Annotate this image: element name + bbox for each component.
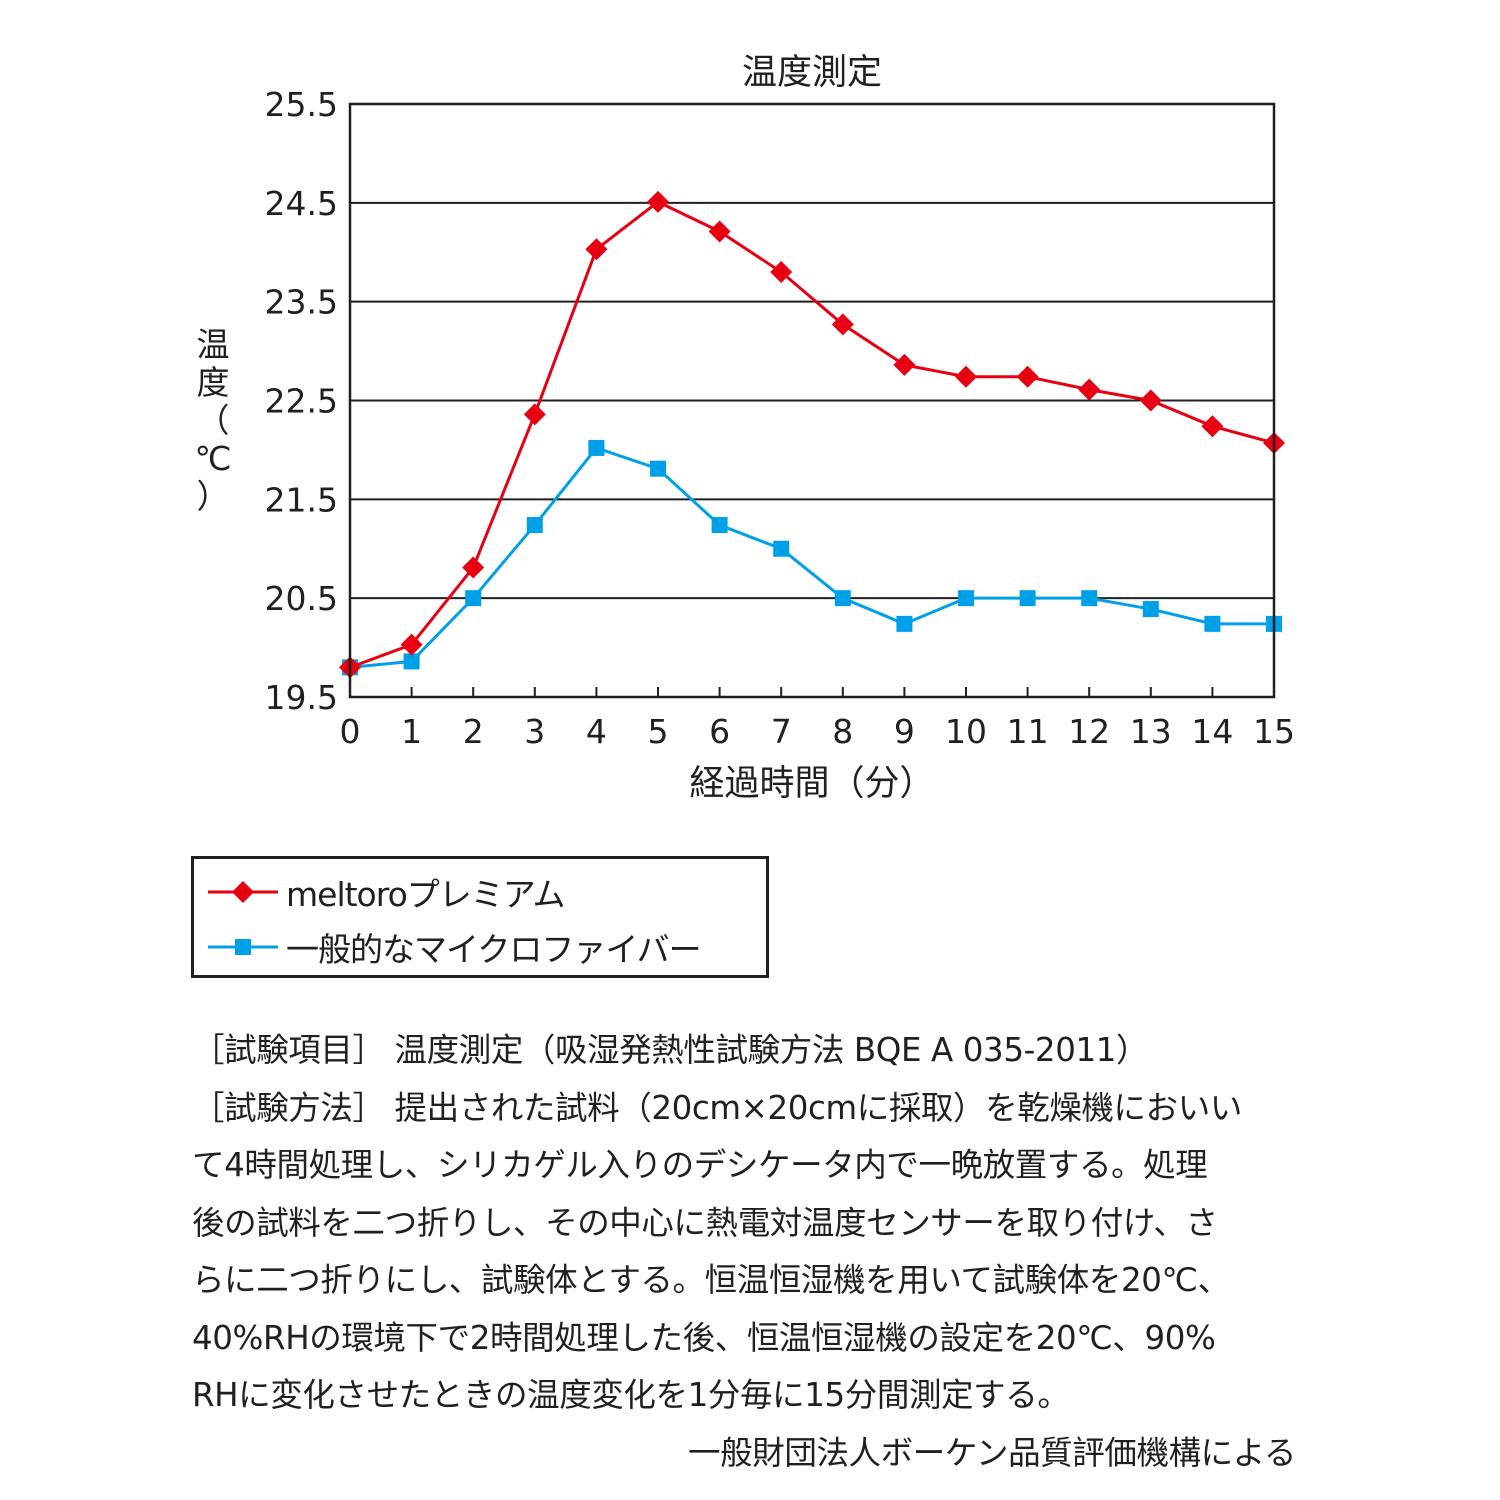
legend-label-microfiber: 一般的なマイクロファイバー: [286, 930, 702, 969]
x-tick-label: 7: [771, 712, 792, 751]
data-point-diamond: [831, 313, 854, 336]
x-tick-label: 3: [524, 712, 545, 751]
x-tick-label: 4: [586, 712, 607, 751]
x-tick-label: 5: [648, 712, 669, 751]
data-point-square: [773, 540, 790, 557]
series-line: [349, 200, 1275, 669]
y-tick-label: 25.5: [265, 85, 338, 124]
y-tick-label: 22.5: [265, 382, 338, 421]
data-point-diamond: [462, 556, 485, 579]
data-point-square: [403, 653, 420, 670]
x-tick-label: 12: [1068, 712, 1110, 751]
credit-line: 一般財団法人ボーケン品質評価機構による: [688, 1433, 1296, 1472]
data-point-diamond: [955, 365, 977, 388]
data-point-square: [1019, 590, 1036, 607]
data-point-square: [1081, 590, 1098, 607]
y-tick-label: 24.5: [265, 184, 338, 223]
data-point-diamond: [1201, 415, 1224, 438]
data-point-square: [958, 590, 974, 607]
test-notes: ［試験項目］ 温度測定（吸湿発熱性試験方法 BQE A 035-2011） ［試…: [192, 1022, 1304, 1482]
data-point-diamond: [585, 238, 608, 261]
legend: meltoroプレミアム 一般的なマイクロファイバー: [191, 856, 769, 978]
chart-title: 温度測定: [742, 53, 882, 93]
data-point-diamond: [1078, 378, 1101, 401]
x-tick-label: 15: [1253, 712, 1295, 751]
data-point-square: [1204, 615, 1221, 632]
x-tick-label: 6: [709, 712, 730, 751]
y-tick-label: 20.5: [265, 579, 338, 618]
note-line: 後の試料を二つ折りし、その中心に熱電対温度センサーを取り付け、さ: [192, 1203, 1218, 1242]
note-line: て4時間処理し、シリカゲル入りのデシケータ内で一晩放置する。処理: [192, 1146, 1208, 1184]
y-axis-label: 温度（℃）: [194, 325, 231, 516]
data-point-diamond: [647, 190, 669, 213]
data-point-square: [465, 590, 482, 607]
x-axis-ticks: 0 1 2 3 4 5 6 7 8 9 10 11 12 13 14 15: [340, 687, 1295, 751]
data-point-square: [1142, 601, 1159, 618]
y-axis-label-char: 温: [197, 325, 230, 364]
data-point-diamond: [893, 353, 916, 376]
data-point-square: [834, 590, 851, 607]
data-point-diamond: [400, 633, 423, 656]
data-point-diamond: [1139, 389, 1162, 412]
grid-lines: [350, 201, 1274, 600]
x-tick-label: 10: [945, 712, 987, 751]
data-point-square: [650, 460, 666, 477]
x-tick-label: 1: [401, 712, 422, 751]
x-tick-label: 9: [894, 712, 915, 751]
red-diamond-marker-icon: [208, 881, 278, 903]
x-tick-label: 11: [1007, 712, 1049, 751]
legend-item-meltoro: meltoroプレミアム: [208, 867, 565, 917]
blue-square-marker-icon: [208, 939, 278, 955]
x-tick-label: 13: [1130, 712, 1172, 751]
series-line: [349, 446, 1274, 669]
y-axis-label-char: （: [197, 401, 230, 440]
x-tick-label: 2: [463, 712, 484, 751]
y-tick-label: 19.5: [265, 678, 338, 717]
data-point-square: [711, 517, 728, 534]
x-axis-label: 経過時間（分）: [689, 764, 934, 804]
y-axis-label-char: ℃: [194, 439, 231, 478]
y-axis-ticks: 19.5 20.5 21.5 22.5 23.5 24.5 25.5: [265, 85, 338, 717]
y-axis-label-char: 度: [197, 363, 230, 402]
y-axis-label-char: ）: [197, 477, 230, 516]
note-line: RHに変化させたときの温度変化を1分毎に15分間測定する。: [192, 1376, 1070, 1414]
data-point-diamond: [1016, 365, 1039, 388]
x-tick-label: 8: [832, 712, 853, 751]
data-point-diamond: [708, 220, 731, 243]
note-line: 40%RHの環境下で2時間処理した後、恒温恒湿機の設定を20℃、90%: [192, 1318, 1216, 1357]
series-layer: [339, 190, 1285, 679]
note-line: ［試験方法］ 提出された試料（20cm×20cmに採取）を乾燥機においい: [192, 1088, 1242, 1127]
note-line: ［試験項目］ 温度測定（吸湿発熱性試験方法 BQE A 035-2011）: [192, 1031, 1149, 1069]
legend-label-meltoro: meltoroプレミアム: [286, 875, 565, 914]
data-point-square: [526, 517, 543, 534]
plot-frame: [348, 102, 1276, 699]
y-tick-label: 23.5: [265, 283, 338, 322]
x-tick-label: 14: [1191, 712, 1233, 751]
y-tick-label: 21.5: [265, 480, 338, 519]
note-line: らに二つ折りにし、試験体とする。恒温恒湿機を用いて試験体を20℃、: [192, 1261, 1230, 1299]
data-point-square: [896, 615, 913, 632]
data-point-square: [588, 439, 605, 456]
data-point-diamond: [770, 261, 793, 284]
data-point-diamond: [523, 403, 546, 426]
legend-item-microfiber: 一般的なマイクロファイバー: [208, 922, 702, 972]
series-microfiber: [342, 439, 1282, 676]
x-tick-label: 0: [340, 712, 361, 751]
